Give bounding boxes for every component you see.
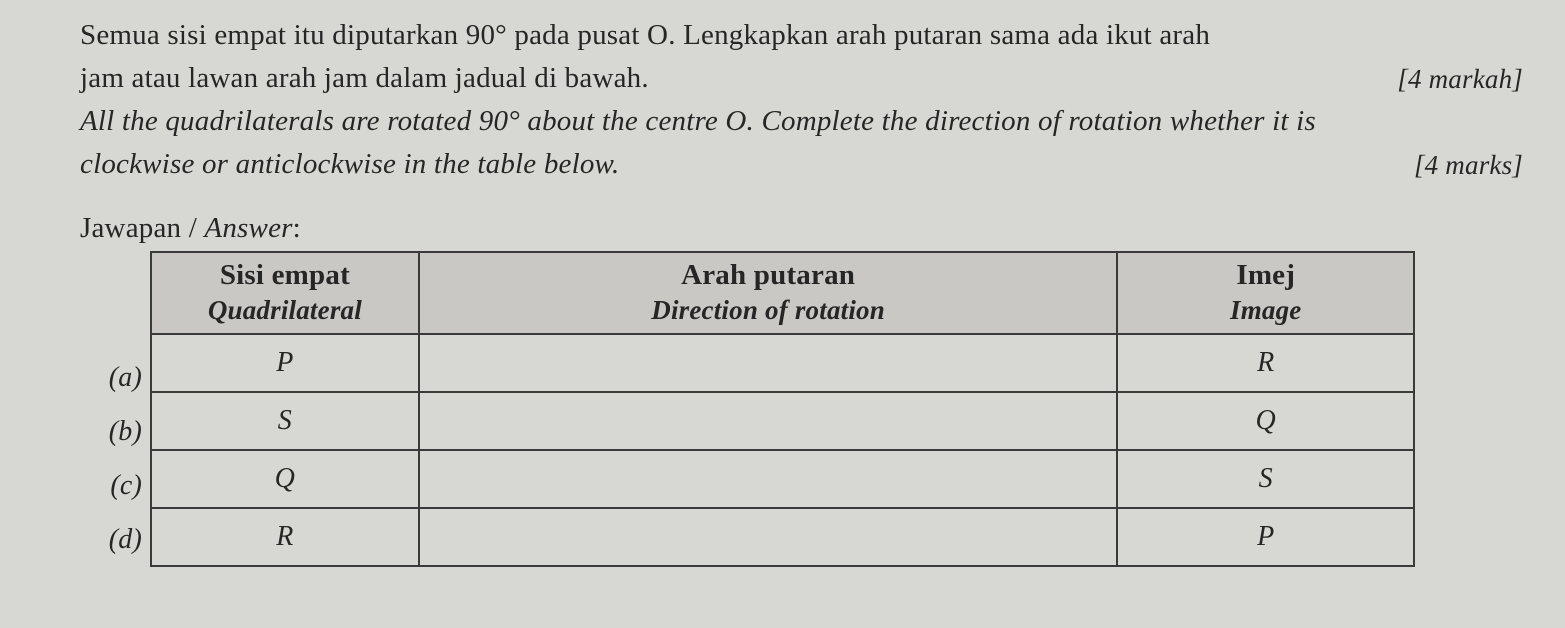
row-label-b: (b) xyxy=(80,405,142,459)
row-labels: (a) (b) (c) (d) xyxy=(80,251,150,567)
table-row: P R xyxy=(151,334,1414,392)
text: clockwise or anticlockwise in the table … xyxy=(80,143,619,186)
text: Semua sisi empat itu diputarkan 90° pada… xyxy=(80,19,1210,51)
question-block: Semua sisi empat itu diputarkan 90° pada… xyxy=(80,14,1523,186)
answer-en: Answer xyxy=(204,212,292,244)
header-en: Image xyxy=(1230,295,1302,325)
cell-quad: Q xyxy=(151,450,419,508)
cell-direction[interactable] xyxy=(419,450,1118,508)
rotation-table: Sisi empat Quadrilateral Arah putaran Di… xyxy=(150,251,1415,567)
header-direction: Arah putaran Direction of rotation xyxy=(419,252,1118,334)
header-bm: Imej xyxy=(1236,259,1295,291)
cell-image: P xyxy=(1117,508,1414,566)
cell-direction[interactable] xyxy=(419,334,1118,392)
row-label-d: (d) xyxy=(80,513,142,567)
header-bm: Sisi empat xyxy=(220,259,350,291)
header-en: Quadrilateral xyxy=(208,295,362,325)
text: All the quadrilaterals are rotated 90° a… xyxy=(80,105,1316,137)
table-wrap: (a) (b) (c) (d) Sisi empat Quadrilateral… xyxy=(80,251,1523,567)
table-header-row: Sisi empat Quadrilateral Arah putaran Di… xyxy=(151,252,1414,334)
question-line-1: Semua sisi empat itu diputarkan 90° pada… xyxy=(80,14,1523,57)
cell-image: R xyxy=(1117,334,1414,392)
marks-bm: [4 markah] xyxy=(1397,60,1523,100)
answer-label: Jawapan / Answer: xyxy=(80,212,1523,245)
header-quadrilateral: Sisi empat Quadrilateral xyxy=(151,252,419,334)
header-image: Imej Image xyxy=(1117,252,1414,334)
answer-sep: / xyxy=(181,212,204,244)
marks-en: [4 marks] xyxy=(1414,146,1523,186)
cell-direction[interactable] xyxy=(419,392,1118,450)
header-en: Direction of rotation xyxy=(651,295,885,325)
row-label-c: (c) xyxy=(80,459,142,513)
cell-quad: P xyxy=(151,334,419,392)
table-row: R P xyxy=(151,508,1414,566)
text: jam atau lawan arah jam dalam jadual di … xyxy=(80,57,649,100)
header-bm: Arah putaran xyxy=(681,259,855,291)
answer-bm: Jawapan xyxy=(80,212,181,244)
cell-direction[interactable] xyxy=(419,508,1118,566)
row-label-a: (a) xyxy=(80,351,142,405)
cell-image: Q xyxy=(1117,392,1414,450)
question-line-3: All the quadrilaterals are rotated 90° a… xyxy=(80,100,1523,143)
cell-image: S xyxy=(1117,450,1414,508)
question-line-4: clockwise or anticlockwise in the table … xyxy=(80,143,1523,186)
cell-quad: S xyxy=(151,392,419,450)
table-row: S Q xyxy=(151,392,1414,450)
answer-colon: : xyxy=(293,212,301,244)
cell-quad: R xyxy=(151,508,419,566)
table-row: Q S xyxy=(151,450,1414,508)
question-line-2: jam atau lawan arah jam dalam jadual di … xyxy=(80,57,1523,100)
row-label-spacer xyxy=(80,271,142,351)
